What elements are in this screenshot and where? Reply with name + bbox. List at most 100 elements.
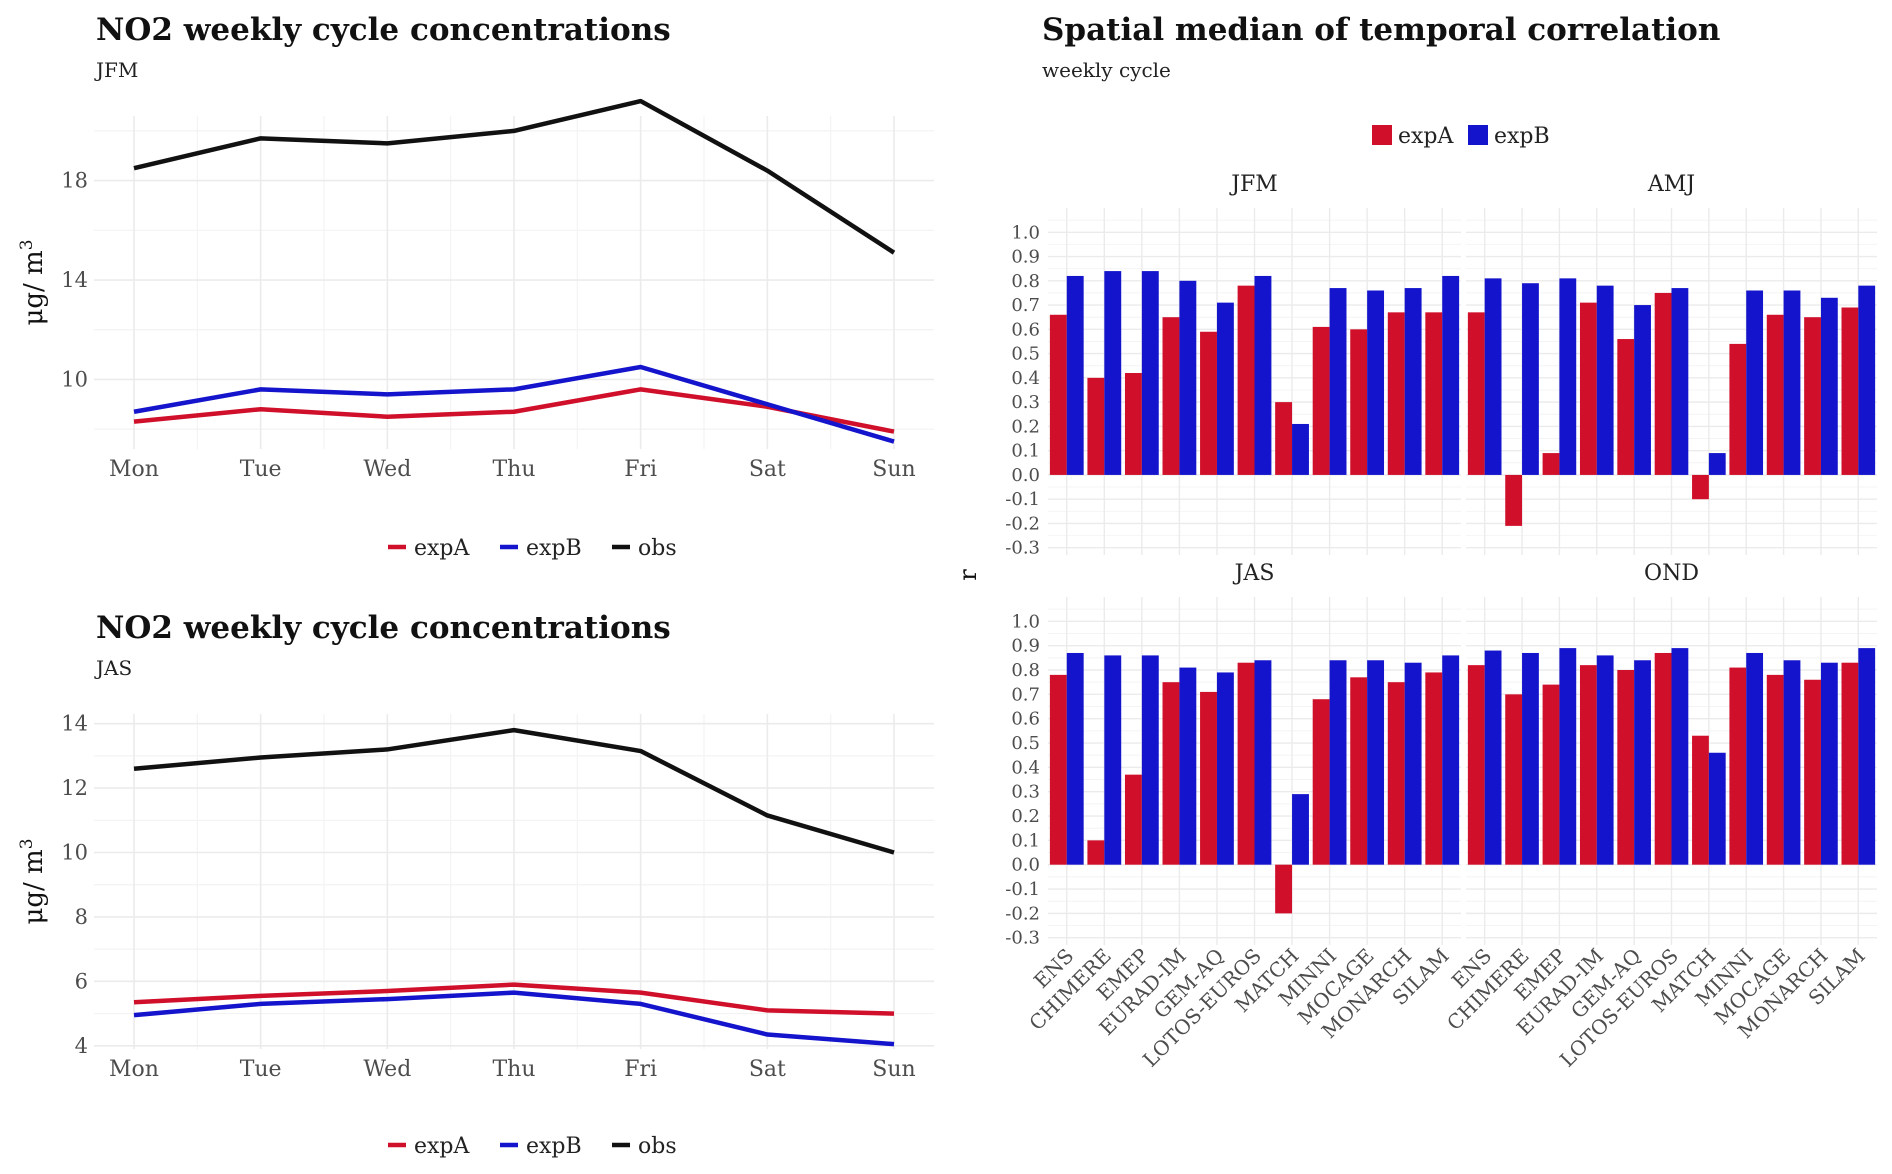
y-tick-label: 0.3 — [1011, 392, 1040, 413]
bar-expA — [1505, 474, 1523, 526]
y-tick-label: 0.2 — [1011, 416, 1040, 437]
bar-expA — [1654, 292, 1672, 475]
bar-expA — [1237, 285, 1255, 475]
bar-expA — [1425, 672, 1443, 865]
bar-expB — [1559, 278, 1577, 475]
bar-expA — [1312, 699, 1330, 865]
chart-subtitle: JAS — [96, 656, 133, 680]
bar-expA — [1467, 665, 1485, 865]
bar-expA — [1200, 691, 1217, 865]
bar-expB — [1141, 271, 1159, 475]
y-tick-label: 14 — [61, 268, 88, 292]
legend-label: expA — [414, 1134, 471, 1159]
y-tick-label: 10 — [61, 367, 88, 391]
bar-expA — [1162, 317, 1180, 475]
x-tick-label: Thu — [492, 1057, 535, 1082]
x-tick-label: Sun — [872, 457, 915, 482]
y-tick-label: 10 — [61, 841, 88, 865]
facet-label: OND — [1644, 561, 1699, 586]
series-line-expB — [133, 990, 895, 1047]
legend-key-expB — [1468, 125, 1488, 145]
bar-expB — [1066, 275, 1084, 475]
bar-expA — [1804, 679, 1821, 865]
y-tick-label: 0.9 — [1011, 636, 1040, 657]
bar-expB — [1254, 275, 1272, 475]
series-line-expB — [133, 364, 895, 444]
facet-label: AMJ — [1647, 172, 1695, 197]
bar-expB — [1484, 278, 1502, 475]
bar-expA — [1617, 339, 1635, 475]
bar-expB — [1708, 752, 1726, 865]
facet-label: JFM — [1229, 172, 1278, 197]
series-line-obs — [133, 98, 896, 255]
bar-expB — [1442, 655, 1460, 865]
y-tick-label: 4 — [75, 1034, 88, 1058]
legend: expA expB obs — [388, 536, 677, 561]
legend: expA expB — [1372, 124, 1550, 149]
x-tick-label: Sat — [749, 1057, 786, 1082]
y-tick-label: 0.4 — [1011, 368, 1040, 389]
x-tick-label: Sat — [749, 457, 786, 482]
y-tick-label: -0.2 — [1005, 513, 1040, 534]
facet-OND: ONDENSCHIMEREEMEPEURAD-IMGEM-AQLOTOS-EUR… — [1442, 561, 1877, 1072]
bar-chart: JFM -0.3 -0.2 -0.1 0.0 0.1 0.2 0.3 0.4 0.5 0.6 0.7 0… — [954, 124, 1877, 1072]
bar-expB — [1179, 667, 1197, 865]
bar-expA — [1087, 377, 1105, 475]
bar-expA — [1200, 331, 1217, 475]
legend-label: expA — [1398, 124, 1455, 149]
bar-expB — [1820, 297, 1838, 475]
bar-expA — [1387, 312, 1405, 475]
x-tick-label: Fri — [624, 1057, 657, 1082]
bar-expA — [1841, 307, 1859, 475]
y-tick-label: 8 — [75, 905, 88, 929]
bar-expA — [1049, 314, 1067, 475]
bar-expA — [1654, 652, 1672, 865]
x-tick-label: Tue — [240, 457, 282, 482]
series-line-expA — [133, 982, 895, 1016]
bar-expA — [1542, 453, 1560, 475]
bar-expB — [1329, 660, 1347, 865]
bar-expB — [1783, 660, 1801, 865]
bar-expB — [1820, 662, 1838, 865]
y-tick-label: 0.7 — [1011, 295, 1040, 316]
y-tick-label: -0.3 — [1005, 928, 1040, 949]
y-tick-label: 0.2 — [1011, 806, 1040, 827]
bar-expA — [1124, 373, 1142, 475]
bar-expA — [1841, 662, 1859, 865]
y-tick-label: 0.6 — [1011, 709, 1040, 730]
y-axis-label: μg/ m3 — [17, 838, 49, 924]
x-tick-label: Mon — [109, 1057, 159, 1082]
y-tick-label: 0.0 — [1011, 855, 1040, 876]
bar-expB — [1216, 672, 1234, 865]
bar-expA — [1579, 302, 1597, 475]
x-tick-label: Wed — [363, 1057, 411, 1082]
y-tick-label: 14 — [61, 712, 88, 736]
y-tick-label: 0.5 — [1011, 344, 1040, 365]
bar-expB — [1404, 288, 1422, 475]
y-tick-label: 12 — [61, 776, 88, 800]
line-chart: 4 6 8 10 12 14 Mon Tue Wed Thu Fri Sat Sun μg/ m3 expA… — [17, 712, 934, 1159]
legend-label: expA — [414, 536, 471, 561]
bar-expA — [1350, 329, 1368, 475]
y-tick-label: 0.6 — [1011, 319, 1040, 340]
bar-expB — [1292, 423, 1309, 475]
y-tick-label: 1.0 — [1011, 611, 1040, 632]
y-tick-label: 0.8 — [1011, 660, 1040, 681]
y-axis-label: μg/ m3 — [17, 239, 49, 325]
legend-label: expB — [526, 1134, 582, 1159]
bar-expB — [1559, 648, 1577, 865]
bar-expB — [1858, 285, 1876, 475]
y-tick-label: 18 — [61, 169, 88, 193]
y-tick-label: -0.2 — [1005, 903, 1040, 924]
x-tick-label: Fri — [624, 457, 657, 482]
x-tick-label: Thu — [492, 457, 535, 482]
x-tick-label: Wed — [363, 457, 411, 482]
bar-expB — [1104, 271, 1122, 475]
bar-expA — [1617, 670, 1635, 865]
bar-expA — [1804, 317, 1821, 475]
y-tick-label: 0.5 — [1011, 733, 1040, 754]
bar-expA — [1237, 662, 1255, 865]
y-tick-label: -0.1 — [1005, 879, 1040, 900]
bar-expA — [1425, 312, 1443, 475]
bar-expB — [1179, 280, 1197, 475]
